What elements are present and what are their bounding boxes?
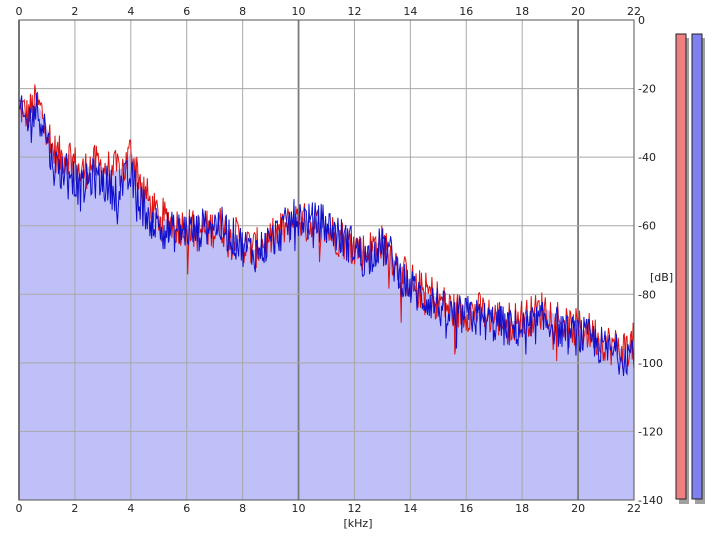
x-tick-label-bottom: 12 bbox=[347, 502, 361, 515]
x-tick-label-bottom: 20 bbox=[571, 502, 585, 515]
y-tick-label: -60 bbox=[638, 220, 656, 233]
x-tick-label-top: 18 bbox=[515, 5, 529, 18]
y-tick-label: -20 bbox=[638, 83, 656, 96]
x-tick-label-bottom: 10 bbox=[292, 502, 306, 515]
x-tick-label-top: 20 bbox=[571, 5, 585, 18]
x-tick-label-bottom: 14 bbox=[403, 502, 417, 515]
y-tick-label: -120 bbox=[638, 425, 663, 438]
x-tick-label-bottom: 0 bbox=[16, 502, 23, 515]
grid-lines bbox=[18, 19, 635, 501]
x-tick-label-bottom: 6 bbox=[183, 502, 190, 515]
spectrum-fill bbox=[19, 102, 634, 501]
series-lines bbox=[18, 84, 635, 376]
x-axis-top-ticks: 0 2 4 6 8 10 12 14 16 18 20 22 bbox=[16, 5, 642, 18]
level-meter-1 bbox=[675, 33, 687, 500]
x-tick-label-bottom: 2 bbox=[71, 502, 78, 515]
y-tick-label: -40 bbox=[638, 151, 656, 164]
x-tick-label-bottom: 18 bbox=[515, 502, 529, 515]
x-tick-label-bottom: 16 bbox=[459, 502, 473, 515]
level-meters bbox=[675, 33, 705, 504]
x-axis-bottom-ticks: 0 2 4 6 8 10 12 14 16 18 20 22 bbox=[16, 502, 642, 515]
y-tick-label: 0 bbox=[638, 14, 645, 27]
x-tick-label-top: 6 bbox=[183, 5, 190, 18]
x-tick-label-top: 10 bbox=[292, 5, 306, 18]
x-tick-label-top: 12 bbox=[347, 5, 361, 18]
plot-frame bbox=[18, 19, 635, 501]
x-tick-label-top: 22 bbox=[627, 5, 641, 18]
y-axis-ticks: 0 -20 -40 -60 -80 -100 -120 -140 bbox=[638, 14, 663, 507]
y-tick-label: -80 bbox=[638, 288, 656, 301]
x-tick-label-top: 0 bbox=[16, 5, 23, 18]
x-tick-label-bottom: 22 bbox=[627, 502, 641, 515]
x-tick-label-top: 4 bbox=[127, 5, 134, 18]
series-line-2 bbox=[18, 93, 635, 376]
y-tick-label: -140 bbox=[638, 494, 663, 507]
x-tick-label-top: 14 bbox=[403, 5, 417, 18]
level-meter-2 bbox=[691, 33, 703, 500]
x-tick-label-bottom: 4 bbox=[127, 502, 134, 515]
y-axis-label: [dB] bbox=[650, 271, 673, 284]
x-axis-label: [kHz] bbox=[344, 517, 373, 530]
x-tick-label-top: 2 bbox=[71, 5, 78, 18]
x-tick-label-top: 8 bbox=[239, 5, 246, 18]
x-tick-label-bottom: 8 bbox=[239, 502, 246, 515]
y-tick-label: -100 bbox=[638, 357, 663, 370]
x-tick-label-top: 16 bbox=[459, 5, 473, 18]
plot-border bbox=[18, 19, 635, 501]
spectrum-fill-area bbox=[19, 102, 634, 501]
